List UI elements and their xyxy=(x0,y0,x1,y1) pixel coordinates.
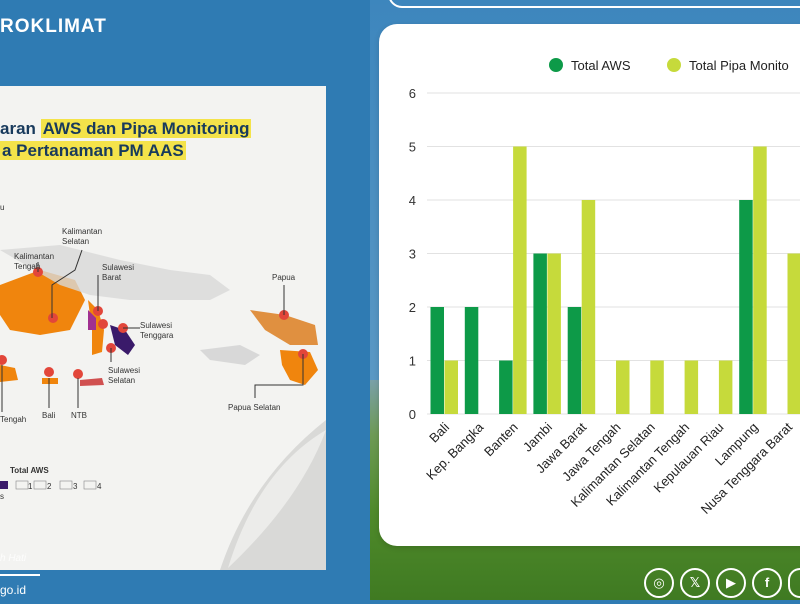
top-frame xyxy=(388,0,800,8)
bar xyxy=(753,147,767,415)
map-label: Sulawesi Tenggara xyxy=(140,321,190,341)
y-tick-label: 4 xyxy=(409,193,416,208)
bar xyxy=(533,254,547,415)
legend-swatch xyxy=(667,58,681,72)
poster-title-highlight-1: AWS dan Pipa Monitoring xyxy=(41,119,252,138)
legend-label: Total Pipa Monito xyxy=(689,58,789,73)
map-label: Bali xyxy=(42,411,55,421)
website-url[interactable]: go.id xyxy=(0,583,26,597)
bar xyxy=(445,361,459,415)
map-label: Tengah xyxy=(0,415,26,425)
legend-title: Total AWS xyxy=(10,466,49,475)
bar xyxy=(616,361,630,415)
facebook-icon[interactable]: f xyxy=(752,568,782,598)
y-tick-label: 0 xyxy=(409,407,416,422)
legend-item-label: 2 xyxy=(47,482,51,491)
url-divider xyxy=(0,574,40,576)
bar xyxy=(431,307,445,414)
legend-item-label: 4 xyxy=(97,482,101,491)
map-label: Papua xyxy=(272,273,295,283)
x-tick-label: Banten xyxy=(481,420,521,460)
bar xyxy=(568,307,582,414)
bar xyxy=(547,254,561,415)
poster-credit: h Hati xyxy=(0,553,26,564)
poster-title-highlight-2: a Pertanaman PM AAS xyxy=(0,141,186,160)
bar xyxy=(650,361,664,415)
y-tick-label: 2 xyxy=(409,300,416,315)
legend-swatch xyxy=(549,58,563,72)
map-label: Sulawesi Barat xyxy=(102,263,144,283)
bar xyxy=(465,307,479,414)
more-social-icon[interactable] xyxy=(788,568,800,598)
left-panel: ROKLIMAT xyxy=(0,0,370,600)
bar xyxy=(582,200,596,414)
bar xyxy=(788,254,800,415)
bar xyxy=(499,361,512,415)
legend-cut-label: s xyxy=(0,492,4,501)
x-icon[interactable]: 𝕏 xyxy=(680,568,710,598)
youtube-icon[interactable]: ▶ xyxy=(716,568,746,598)
map-label: Papua Selatan xyxy=(228,403,281,413)
map-label: Sulawesi Selatan xyxy=(108,366,148,386)
map-label: u xyxy=(0,203,4,213)
legend-item-label: 1 xyxy=(28,482,32,491)
poster-title-pre: aran xyxy=(0,119,41,138)
instagram-icon[interactable]: ◎ xyxy=(644,568,674,598)
y-tick-label: 1 xyxy=(409,354,416,369)
legend-label: Total AWS xyxy=(571,58,631,73)
x-tick-label: Bali xyxy=(426,419,452,445)
bar xyxy=(513,147,527,415)
indonesia-map xyxy=(0,0,370,600)
map-label: NTB xyxy=(71,411,87,421)
poster-title: aran AWS dan Pipa Monitoring a Pertanama… xyxy=(0,118,300,162)
legend-item-label: 3 xyxy=(73,482,77,491)
y-tick-label: 6 xyxy=(409,86,416,101)
bar xyxy=(685,361,699,415)
bar xyxy=(739,200,753,414)
map-label: Kalimantan Selatan xyxy=(62,227,122,247)
map-label: Kalimantan Tengah xyxy=(14,252,74,272)
bar xyxy=(719,361,733,415)
y-tick-label: 5 xyxy=(409,140,416,155)
y-tick-label: 3 xyxy=(409,247,416,262)
